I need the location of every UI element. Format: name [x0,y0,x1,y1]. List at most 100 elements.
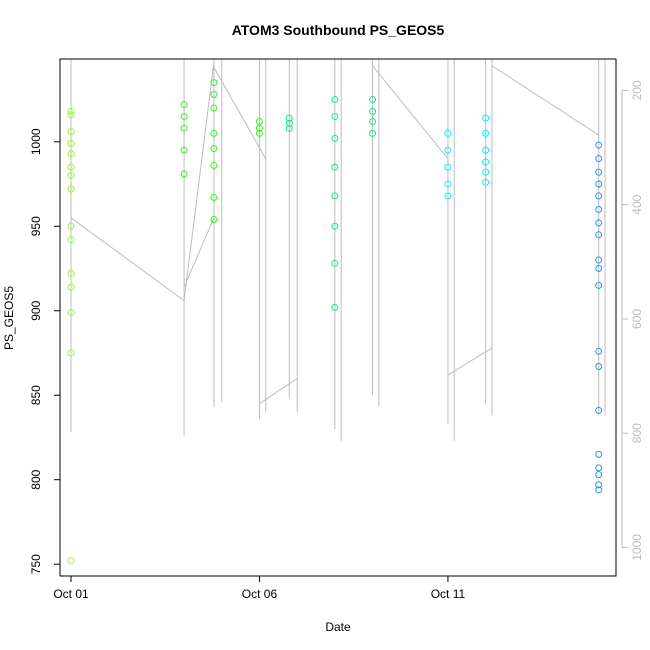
y2-tick-label: 400 [630,194,644,214]
data-point [331,192,339,200]
data-point [285,114,293,122]
data-point [331,222,339,230]
data-point [67,349,75,357]
data-point [67,111,75,119]
y2-tick-label: 1000 [630,534,644,561]
x-axis-label: Date [325,620,351,634]
data-point [67,222,75,230]
data-point [595,471,603,479]
data-point [482,129,490,137]
data-point [180,124,188,132]
data-point [67,139,75,147]
chart-title: ATOM3 Southbound PS_GEOS5 [232,22,445,38]
data-point [331,163,339,171]
data-point [67,283,75,291]
data-point [595,362,603,370]
data-point [444,192,452,200]
x-tick-label: Oct 01 [53,587,89,601]
altitude-trace-segment [183,217,215,288]
data-point [67,236,75,244]
y-tick-label: 900 [29,300,43,320]
data-point [67,270,75,278]
data-point [444,180,452,188]
data-point [595,464,603,472]
altitude-trace-layer [70,59,606,441]
data-point [180,112,188,120]
data-point [210,194,218,202]
x-tick-label: Oct 06 [242,587,278,601]
data-point [255,118,263,126]
data-point [210,145,218,153]
data-point [595,205,603,213]
data-point [67,185,75,193]
data-point [67,308,75,316]
y-tick-label: 950 [29,216,43,236]
y-tick-label: 750 [29,554,43,574]
data-point [255,129,263,137]
altitude-trace-segment [213,67,267,159]
axes-layer: Oct 01 Oct 06 Oct 11 750 800 850 900 950 1000 200… [29,80,644,601]
data-point [595,219,603,227]
data-point [595,406,603,414]
data-point [595,180,603,188]
data-point [595,450,603,458]
altitude-trace-segment [70,217,185,302]
data-point [255,124,263,132]
data-point [595,141,603,149]
data-point [595,481,603,489]
data-point [67,163,75,171]
data-point [67,128,75,136]
data-point [210,79,218,87]
data-point [67,107,75,115]
data-point [369,96,377,104]
data-point [444,163,452,171]
data-point [595,265,603,273]
data-point [482,114,490,122]
data-point [595,192,603,200]
data-point [369,107,377,115]
data-point [210,104,218,112]
data-point [595,347,603,355]
data-point [595,486,603,494]
plot-frame [59,58,617,577]
data-point [285,119,293,127]
data-point [180,101,188,109]
data-point [285,124,293,132]
data-point [444,146,452,154]
data-point [331,303,339,311]
altitude-trace-segment [259,377,298,405]
data-point [331,259,339,267]
y2-tick-label: 600 [630,309,644,329]
data-point [180,146,188,154]
altitude-trace-segment [491,65,599,136]
data-point [369,118,377,126]
data-points-layer [67,79,603,565]
y-tick-label: 1000 [29,128,43,155]
data-point [595,231,603,239]
data-point [210,129,218,137]
data-point [482,158,490,166]
data-point [331,134,339,142]
data-point [331,96,339,104]
data-point [369,129,377,137]
data-point [482,178,490,186]
x-tick-label: Oct 11 [431,587,466,601]
data-point [331,112,339,120]
data-point [595,168,603,176]
data-point [67,557,75,565]
altitude-trace-segment [447,347,493,376]
y2-tick-label: 200 [630,80,644,100]
y-tick-label: 850 [29,385,43,405]
data-point [595,256,603,264]
data-point [210,216,218,224]
data-point [210,161,218,169]
altitude-trace-segment [183,62,215,301]
data-point [444,129,452,137]
y-axis-label: PS_GEOS5 [2,286,16,350]
y-tick-label: 800 [29,469,43,489]
altitude-trace-segment [372,65,449,159]
data-point [595,281,603,289]
data-point [210,90,218,98]
data-point [67,172,75,180]
